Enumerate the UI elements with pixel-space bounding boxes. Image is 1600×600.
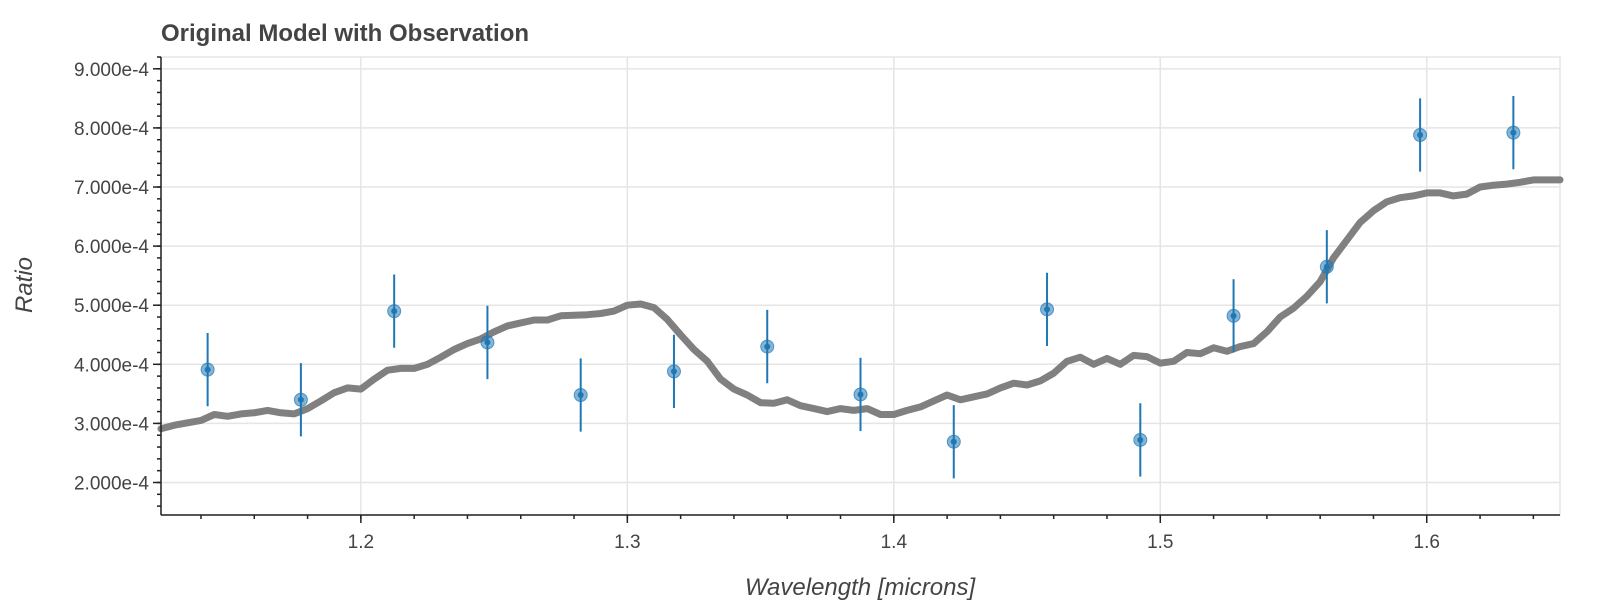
y-tick-label: 8.000e-4 bbox=[74, 119, 149, 140]
y-tick-label: 3.000e-4 bbox=[74, 414, 149, 435]
x-tick-label: 1.4 bbox=[881, 532, 908, 553]
observation-point-center bbox=[1044, 306, 1051, 313]
observation-point-center bbox=[204, 366, 211, 373]
x-tick-label: 1.3 bbox=[614, 532, 640, 553]
x-tick-label: 1.2 bbox=[348, 532, 374, 553]
observation-point-center bbox=[484, 339, 491, 346]
observation-point-center bbox=[1323, 263, 1330, 270]
y-tick-label: 7.000e-4 bbox=[74, 178, 149, 199]
observation-point-center bbox=[1230, 312, 1237, 319]
plot-frame bbox=[160, 56, 1561, 516]
y-tick-label: 9.000e-4 bbox=[74, 60, 149, 81]
observation-point-center bbox=[1417, 132, 1424, 139]
axes: 1.2 1.3 1.4 1.5 1.6 2.000e-4 3.000e-4 4.000e-4 5… bbox=[74, 56, 1560, 553]
y-tick-label: 5.000e-4 bbox=[74, 296, 149, 317]
y-tick-label: 4.000e-4 bbox=[74, 355, 149, 376]
y-tick-label: 6.000e-4 bbox=[74, 237, 149, 258]
observation-point-center bbox=[297, 396, 304, 403]
observation-point-center bbox=[670, 368, 677, 375]
observation-series bbox=[200, 96, 1521, 479]
observation-point-center bbox=[1510, 129, 1517, 136]
observation-point-center bbox=[391, 308, 398, 315]
observation-point-center bbox=[1137, 436, 1144, 443]
grid-lines bbox=[160, 56, 1561, 516]
observation-point-center bbox=[764, 343, 771, 350]
observation-point-center bbox=[577, 392, 584, 399]
x-tick-label: 1.5 bbox=[1147, 532, 1173, 553]
observation-point-center bbox=[950, 438, 957, 445]
x-axis-label: Wavelength [microns] bbox=[745, 574, 977, 600]
y-axis-label: Ratio bbox=[11, 257, 38, 313]
observation-point-center bbox=[857, 391, 864, 398]
y-tick-label: 2.000e-4 bbox=[74, 473, 149, 494]
x-tick-label: 1.6 bbox=[1414, 532, 1440, 553]
chart-title: Original Model with Observation bbox=[161, 20, 529, 47]
